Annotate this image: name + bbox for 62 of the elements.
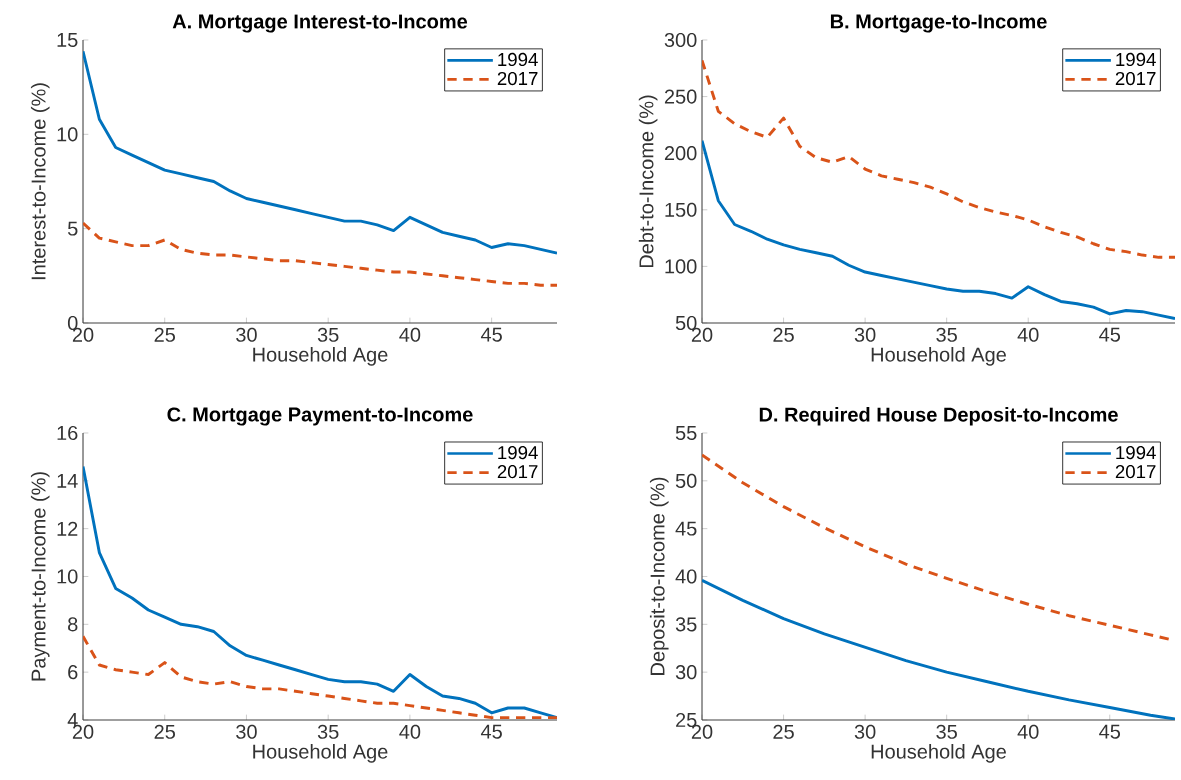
y-axis-title: Debt-to-Income (%) [638,95,658,268]
x-tick-label: 45 [1099,327,1121,342]
legend-label: 2017 [497,465,538,479]
y-tick-label: 150 [665,202,697,217]
y-tick-label: 55 [675,426,697,440]
y-tick-label: 50 [675,473,697,488]
x-tick-label: 25 [773,724,794,739]
y-tick-label: 200 [664,146,697,161]
x-tick-label: 40 [399,724,421,739]
line-series [83,49,558,255]
x-axis-title: Household Age [253,744,388,763]
chart-title: C. Mortgage Payment-to-Income [167,407,473,426]
legend-label: 2017 [497,71,538,86]
legend-label: 1994 [498,52,538,67]
x-axis-title: Household Age [871,347,1006,366]
y-tick-label: 250 [664,89,697,104]
x-tick-label: 45 [480,327,502,342]
y-tick-label: 15 [57,33,78,47]
line-series [83,221,558,287]
x-tick-label: 45 [480,724,502,739]
y-tick-label: 5 [67,221,78,236]
y-tick-label: 10 [57,127,78,142]
legend-label: 1994 [1116,52,1156,67]
x-axis-title: Household Age [871,744,1006,763]
chart-title: B. Mortgage-to-Income [830,14,1047,33]
y-tick-label: 16 [57,425,78,441]
x-tick-label: 35 [936,327,957,342]
y-axis-title: Interest-to-Income (%) [30,83,50,280]
chart-title: A. Mortgage Interest-to-Income [172,14,468,33]
y-tick-label: 10 [57,569,78,584]
y-tick-label: 12 [57,521,78,536]
x-tick-label: 40 [1017,724,1039,739]
y-tick-label: 35 [675,617,697,632]
x-axis-title: Household Age [253,347,388,366]
x-tick-label: 25 [154,724,176,739]
y-tick-label: 45 [675,521,697,536]
y-tick-label: 8 [68,617,78,632]
x-tick-label: 40 [1017,327,1039,342]
x-tick-label: 45 [1099,724,1121,739]
y-tick-label: 40 [675,569,697,584]
y-tick-label: 100 [665,259,697,274]
y-tick-label: 30 [675,665,697,680]
x-tick-label: 35 [317,327,339,342]
y-axis-title: Deposit-to-Income (%) [649,477,669,675]
x-tick-label: 35 [936,724,957,739]
legend-label: 2017 [1115,71,1156,86]
y-tick-label: 300 [664,32,697,48]
x-tick-label: 30 [854,724,876,739]
x-tick-label: 25 [773,327,794,342]
legend-label: 2017 [1115,465,1156,479]
chart-title: D. Required House Deposit-to-Income [759,406,1118,426]
x-tick-label: 25 [154,327,176,342]
y-axis-title: Payment-to-Income (%) [30,472,50,681]
x-tick-label: 35 [317,724,339,739]
x-tick-label: 30 [236,327,257,342]
x-tick-label: 30 [854,327,876,342]
y-tick-label: 6 [68,665,78,680]
legend-label: 1994 [1116,445,1156,460]
legend-label: 1994 [498,445,538,460]
x-tick-label: 30 [236,724,257,739]
x-tick-label: 40 [399,327,421,342]
y-tick-label: 14 [57,473,78,488]
